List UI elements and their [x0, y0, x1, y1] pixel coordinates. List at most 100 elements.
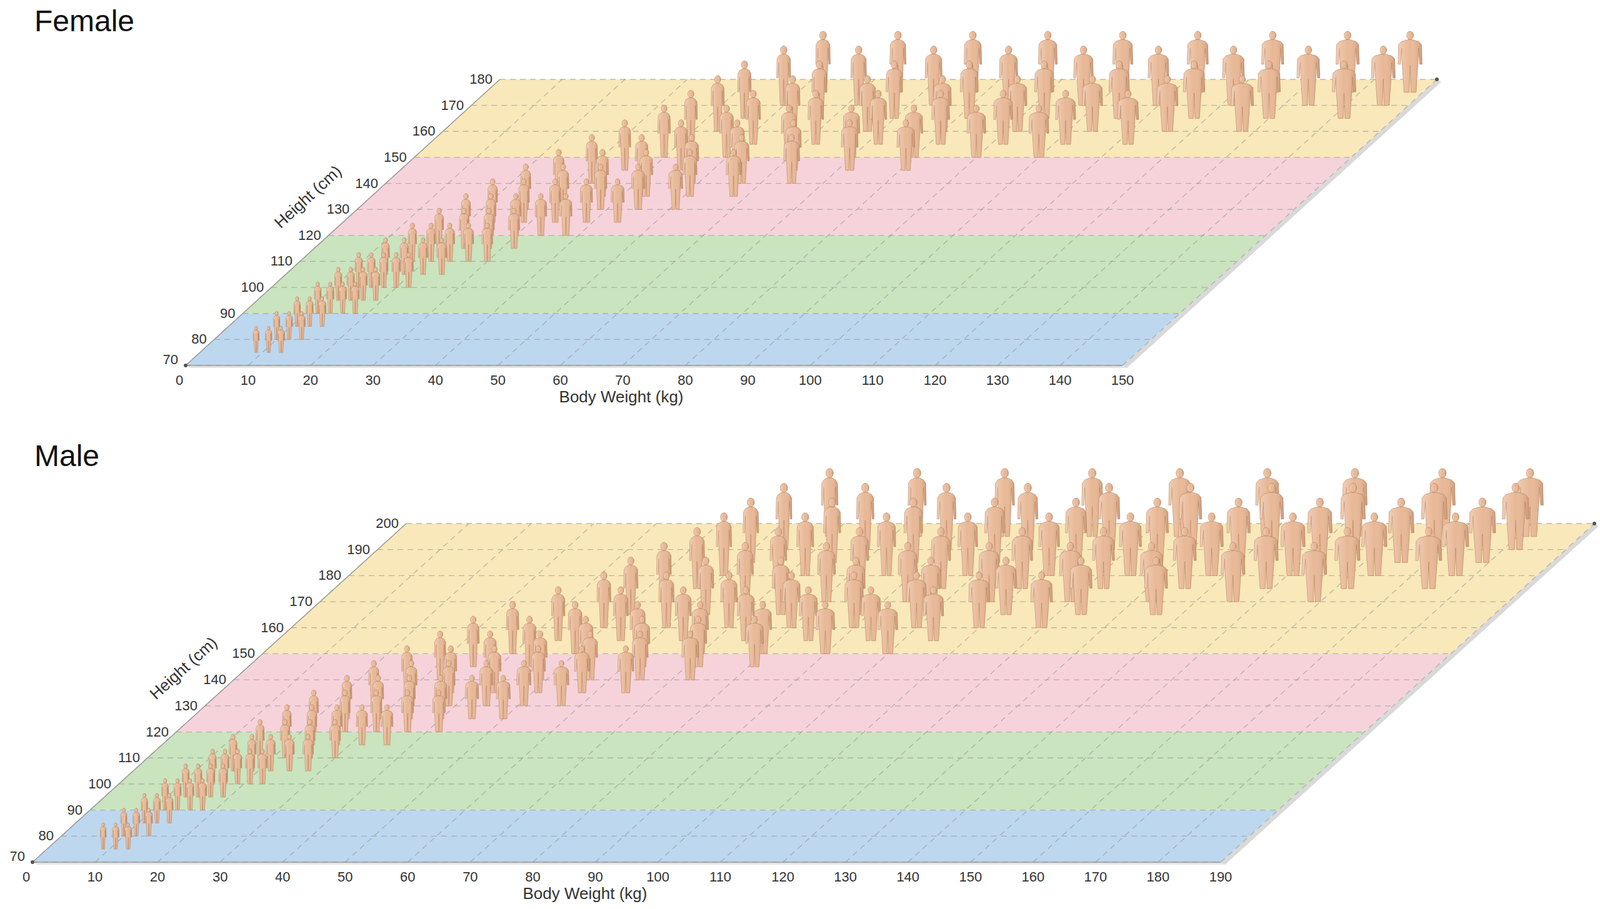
x-tick-label: 100 — [646, 869, 670, 885]
figure-head-shade — [600, 149, 605, 156]
figure-head — [374, 690, 379, 696]
figure-head-shade — [964, 513, 972, 522]
figure-head-shade — [285, 705, 290, 711]
figure-head-shade — [250, 734, 254, 740]
grid-line-x — [560, 79, 875, 366]
figure-head-shade — [1176, 468, 1184, 479]
figure — [186, 778, 195, 810]
figure-head-shade — [747, 498, 755, 507]
figure-body-shade — [632, 638, 649, 680]
x-tick-label: 160 — [1021, 869, 1045, 885]
figure — [198, 778, 207, 810]
y-axis-title: Height (cm) — [270, 161, 346, 232]
figure — [549, 178, 561, 223]
figure-head-shade — [635, 601, 641, 609]
figure — [560, 193, 572, 236]
figure-body — [799, 594, 818, 642]
figure-head — [101, 823, 105, 827]
figure-head-shade — [487, 631, 494, 639]
figure-body-shade — [531, 652, 546, 694]
figure-head-shade — [333, 720, 338, 725]
figure-head — [868, 586, 875, 595]
figure-body — [726, 155, 742, 197]
figure-body — [618, 126, 631, 171]
figure-head — [930, 586, 937, 595]
figure-head-shade — [513, 193, 519, 200]
x-axis-title: Body Weight (kg) — [559, 387, 684, 407]
figure — [218, 764, 228, 798]
figure-head-shade — [1349, 483, 1357, 493]
x-tick-label: 100 — [798, 372, 822, 389]
figure-head — [1045, 513, 1053, 522]
figure-head-shade — [114, 823, 118, 827]
figure-body-shade — [618, 652, 634, 694]
figure-body — [958, 521, 978, 577]
x-tick-label: 0 — [175, 372, 184, 389]
figure-head-shade — [287, 734, 292, 740]
figure — [808, 90, 824, 145]
figure-head-shade — [258, 720, 263, 725]
figure-head-shade — [687, 631, 694, 639]
figure-head-shade — [485, 223, 490, 229]
figure-head-shade — [461, 208, 467, 214]
figure-body-shade — [931, 97, 950, 145]
figure-head-shade — [511, 208, 517, 214]
figure-head-shade — [1430, 483, 1439, 493]
figure-head — [537, 631, 544, 639]
figure-head-shade — [598, 164, 604, 171]
x-tick-label: 80 — [525, 869, 540, 885]
figure-head — [1100, 527, 1107, 536]
figure-body — [553, 666, 569, 707]
figure-head — [966, 60, 973, 69]
figure-head-shade — [885, 601, 891, 609]
figure-body-shade — [356, 710, 368, 745]
figure-head — [1239, 75, 1246, 84]
figure — [496, 675, 510, 720]
figure-head — [1119, 31, 1127, 40]
figure-head — [822, 601, 829, 609]
figure-head — [200, 778, 205, 784]
figure-head — [405, 690, 410, 696]
x-axis-title: Body Weight (kg) — [522, 884, 647, 904]
figure — [668, 164, 684, 210]
figure-body — [265, 330, 272, 353]
figure-head-shade — [1316, 498, 1324, 507]
figure-head-shade — [1194, 31, 1202, 40]
figure-head — [788, 134, 795, 142]
figure-head — [311, 690, 316, 696]
figure-body — [1082, 83, 1103, 132]
figure-head-shade — [438, 675, 444, 682]
figure — [1092, 527, 1115, 589]
figure-head-shade — [1038, 571, 1045, 580]
figure-head — [283, 720, 288, 725]
figure-body — [613, 594, 629, 642]
figure-head-shade — [1511, 483, 1520, 493]
figure-body — [508, 213, 520, 249]
figure-head-shade — [720, 513, 728, 522]
figure-body — [968, 580, 990, 629]
figure-head-shade — [135, 808, 139, 813]
figure-head-shade — [266, 326, 270, 330]
figure-head-shade — [780, 46, 787, 55]
figure-head-shade — [583, 616, 589, 624]
figure-head — [639, 616, 645, 624]
x-tick-label: 80 — [677, 372, 693, 389]
figure — [580, 178, 593, 223]
x-tick-label: 120 — [923, 372, 947, 389]
y-tick-label: 80 — [38, 828, 54, 844]
figure-body-shade — [1173, 536, 1197, 589]
y-tick-label: 190 — [346, 541, 370, 558]
figure-head-shade — [231, 734, 235, 740]
figure-body — [1144, 565, 1168, 615]
figure-head — [738, 134, 745, 142]
figure-head-shade — [336, 267, 340, 272]
grid-line-x — [623, 79, 938, 366]
figure — [326, 281, 335, 314]
figure-head — [720, 513, 728, 522]
figure — [284, 734, 295, 772]
figure-head — [287, 734, 292, 740]
figure-head-shade — [410, 223, 415, 229]
figure-body — [124, 826, 132, 850]
figure-head — [538, 193, 544, 200]
figure-head — [695, 616, 702, 624]
